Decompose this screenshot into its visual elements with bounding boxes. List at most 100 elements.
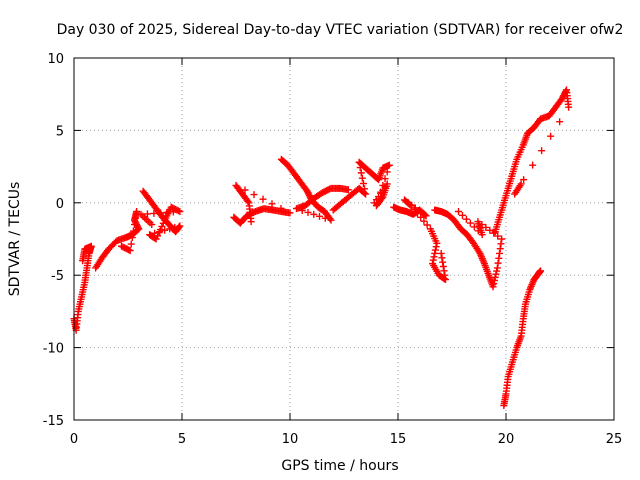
data-point-marker (176, 207, 184, 215)
data-point-marker (458, 211, 466, 219)
data-point-marker (129, 227, 137, 235)
data-point-marker (163, 208, 171, 216)
data-point-marker (438, 254, 446, 262)
data-point-marker (538, 147, 546, 155)
y-tick-label: 5 (56, 124, 64, 139)
data-point-marker (406, 201, 414, 209)
data-point-marker (362, 190, 370, 198)
data-point-marker (155, 229, 163, 237)
x-axis-label: GPS time / hours (281, 458, 398, 474)
data-point-marker (171, 223, 179, 231)
y-tick-label: 10 (47, 52, 64, 67)
data-point-marker (132, 214, 140, 222)
data-point-marker (148, 221, 156, 229)
series-segment-f (329, 158, 393, 214)
data-point-marker (174, 207, 182, 215)
x-tick-label: 5 (178, 432, 186, 447)
data-point-marker (486, 226, 494, 234)
data-point-marker (152, 235, 160, 243)
data-point-marker (327, 216, 335, 224)
data-point-marker (156, 226, 164, 234)
plot-frame (73, 57, 615, 421)
series-segment-j (500, 267, 545, 410)
data-point-marker (517, 180, 525, 188)
data-point-marker (489, 283, 497, 291)
data-point-marker (316, 212, 324, 220)
data-point-marker (420, 217, 428, 225)
y-tick-label: -10 (43, 342, 64, 357)
series-segment-g (390, 196, 450, 284)
data-point-marker (496, 249, 504, 257)
data-point-marker (150, 209, 158, 217)
data-point-marker (431, 249, 439, 257)
data-point-marker (361, 185, 369, 193)
data-point-marker (454, 207, 462, 215)
data-point-marker (358, 174, 366, 182)
data-point-marker (495, 254, 503, 262)
data-point-marker (497, 240, 505, 248)
data-point-marker (166, 225, 174, 233)
data-point-marker (79, 257, 87, 265)
data-point-marker (130, 221, 138, 229)
data-point-marker (119, 243, 127, 251)
data-point-marker (277, 204, 285, 212)
data-point-marker (462, 215, 470, 223)
grid (74, 58, 614, 420)
data-point-marker (537, 267, 545, 275)
data-point-marker (490, 229, 498, 237)
axis-ticks: 0 5 10 15 20 25 -15 -10 -5 0 5 10 (43, 52, 623, 447)
data-point-marker (470, 223, 478, 231)
data-point-marker (474, 227, 482, 235)
data-point-marker (422, 212, 430, 220)
data-point-marker (385, 161, 393, 169)
data-point-marker (547, 132, 555, 140)
y-tick-label: -5 (51, 269, 64, 284)
data-point-marker (413, 209, 421, 217)
data-point-marker (494, 232, 502, 240)
data-point-marker (423, 221, 431, 229)
series-segment-e (277, 155, 352, 224)
data-point-marker (410, 206, 418, 214)
y-tick-label: -15 (43, 414, 64, 429)
data-point-marker (417, 213, 425, 221)
data-point-marker (359, 179, 367, 187)
series-segment-i (491, 86, 573, 236)
data-point-marker (491, 273, 499, 281)
series-segment-h (431, 206, 506, 291)
data-point-marker (466, 219, 474, 227)
data-point-marker (383, 168, 391, 176)
data-point-marker (321, 214, 329, 222)
series-segment-b (92, 207, 143, 272)
data-point-marker (494, 259, 502, 267)
data-point-marker (520, 176, 528, 184)
data-point-marker (407, 202, 415, 210)
data-point-marker (250, 191, 258, 199)
data-markers (70, 86, 573, 410)
data-point-marker (161, 226, 169, 234)
data-point-marker (244, 197, 252, 205)
data-point-marker (529, 161, 537, 169)
data-point-marker (490, 277, 498, 285)
data-point-marker (118, 242, 126, 250)
data-point-marker (370, 199, 378, 207)
x-tick-label: 0 (70, 432, 78, 447)
data-point-marker (176, 222, 184, 230)
data-point-marker (430, 253, 438, 261)
data-point-marker (431, 246, 439, 254)
data-point-marker (143, 210, 151, 218)
data-point-marker (344, 186, 352, 194)
data-point-marker (127, 240, 135, 248)
series-segment-c (137, 187, 184, 243)
x-tick-label: 10 (282, 432, 299, 447)
data-point-marker (286, 209, 294, 217)
data-point-marker (158, 222, 166, 230)
chart-title: Day 030 of 2025, Sidereal Day-to-day VTE… (57, 22, 624, 38)
data-point-marker (432, 243, 440, 251)
data-point-marker (247, 218, 255, 226)
data-point-marker (439, 263, 447, 271)
data-point-marker (478, 231, 486, 239)
data-point-marker (565, 103, 573, 111)
data-point-marker (433, 239, 441, 247)
data-point-marker (493, 264, 501, 272)
